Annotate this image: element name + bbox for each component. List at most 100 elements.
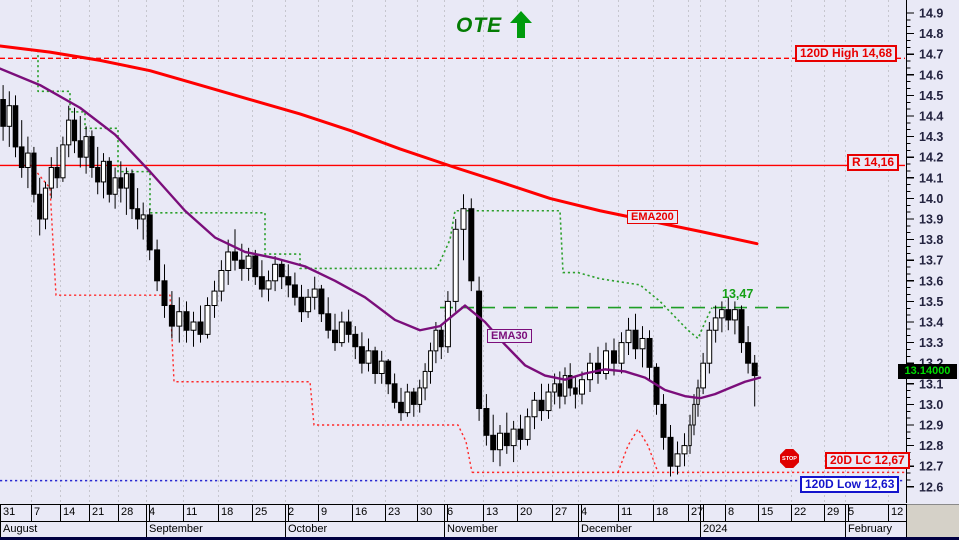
price-tick-label: 13.1	[919, 377, 943, 391]
axis-divider	[906, 505, 907, 521]
axis-divider	[285, 522, 286, 538]
week-label: 30	[420, 506, 433, 518]
price-tick-label: 12.6	[919, 480, 943, 494]
price-tick-label: 14.9	[919, 7, 943, 21]
week-label: 20	[520, 506, 533, 518]
week-label: 23	[388, 506, 401, 518]
axis-divider	[688, 505, 689, 521]
price-tick-label: 12.9	[919, 419, 943, 433]
price-tick-label: 13.9	[919, 213, 943, 227]
last-price-tag: 13.14000	[898, 364, 957, 379]
price-chart-canvas[interactable]: 14.9 14.8 14.7 14.6 14.5 14.4 14.3 14.2 14.1 14.0…	[0, 0, 959, 504]
series-20d-low-channel	[27, 160, 473, 473]
axis-divider	[845, 522, 846, 538]
axis-divider	[146, 522, 147, 538]
axis-divider	[285, 505, 286, 521]
price-tick-label: 14.0	[919, 192, 943, 206]
week-label: 21	[92, 506, 105, 518]
axis-divider	[845, 505, 846, 521]
month-row: August September October November December 20…	[0, 522, 907, 538]
week-label: 4	[149, 506, 156, 518]
axis-divider	[0, 505, 1, 521]
week-label: 16	[355, 506, 368, 518]
week-row: 31 7 14 21 28 4 11 18 25 2 9 16 23 30 6 13 20 27 4 11 18 27 8 1…	[0, 505, 907, 522]
month-label: August	[3, 523, 38, 535]
axis-corner	[907, 504, 959, 538]
axis-divider	[288, 505, 289, 521]
level-label-1347: 13,47	[722, 287, 754, 301]
week-label: 18	[221, 506, 234, 518]
week-label: 29	[827, 506, 840, 518]
axis-divider	[581, 505, 582, 521]
week-label: 7	[34, 506, 41, 518]
axis-divider	[653, 505, 654, 521]
candlestick-series	[0, 85, 758, 477]
week-label: 2	[288, 506, 295, 518]
week-label: 18	[656, 506, 669, 518]
axis-divider	[517, 505, 518, 521]
week-label: 9	[321, 506, 328, 518]
symbol-title: OTE	[456, 14, 503, 37]
axis-divider	[252, 505, 253, 521]
ema200-label[interactable]: EMA200	[627, 210, 678, 224]
series-ema30	[0, 67, 762, 400]
price-tick-label: 12.8	[919, 439, 943, 453]
axis-divider	[0, 522, 1, 538]
month-label: December	[581, 523, 632, 535]
axis-divider	[483, 505, 484, 521]
price-tick-label: 14.5	[919, 89, 943, 103]
axis-divider	[218, 505, 219, 521]
axis-divider	[700, 522, 701, 538]
week-label: 8	[728, 506, 735, 518]
axis-divider	[444, 522, 445, 538]
week-label: 4	[581, 506, 588, 518]
trend-up-arrow-icon	[510, 11, 532, 38]
price-tick-label: 13.3	[919, 336, 943, 350]
price-tick-label: 14.8	[919, 27, 943, 41]
axis-divider	[385, 505, 386, 521]
axis-divider	[183, 505, 184, 521]
stop-order-icon[interactable]: STOP	[780, 449, 799, 468]
price-tick-label: 13.8	[919, 233, 943, 247]
week-label: 27	[555, 506, 568, 518]
week-label: 31	[3, 506, 16, 518]
axis-divider	[60, 505, 61, 521]
series-20d-low-channel-rise	[617, 428, 659, 473]
axis-divider	[758, 505, 759, 521]
axis-divider	[352, 505, 353, 521]
axis-divider	[552, 505, 553, 521]
axis-divider	[146, 505, 147, 521]
axis-divider	[906, 522, 907, 538]
price-tick-label: 13.4	[919, 316, 943, 330]
axis-divider	[848, 505, 849, 521]
axis-divider	[700, 505, 701, 521]
level-label-120d-high[interactable]: 120D High 14,68	[795, 45, 898, 62]
week-label: 12	[891, 506, 904, 518]
price-tick-label: 14.7	[919, 48, 943, 62]
level-label-resistance[interactable]: R 14,16	[847, 154, 900, 171]
level-label-20d-lc[interactable]: 20D LC 12,67	[825, 452, 910, 469]
series-ema200	[0, 44, 759, 246]
axis-divider	[447, 505, 448, 521]
week-label: 6	[447, 506, 454, 518]
price-tick-label: 13.6	[919, 274, 943, 288]
ema30-label[interactable]: EMA30	[487, 329, 532, 343]
price-axis: 14.9 14.8 14.7 14.6 14.5 14.4 14.3 14.2 14.1 14.0…	[905, 0, 943, 503]
axis-divider	[444, 505, 445, 521]
axis-divider	[31, 505, 32, 521]
week-label: 28	[121, 506, 134, 518]
month-label: October	[288, 523, 328, 535]
level-label-120d-low[interactable]: 120D Low 12,63	[800, 476, 900, 493]
bottom-border	[0, 537, 959, 540]
price-tick-label: 14.6	[919, 68, 943, 82]
week-label: 14	[63, 506, 76, 518]
channel-series	[27, 50, 713, 473]
axis-divider	[824, 505, 825, 521]
price-tick-label: 13.0	[919, 398, 943, 412]
month-label: 2024	[703, 523, 728, 535]
week-label: 25	[255, 506, 268, 518]
date-axis: 31 7 14 21 28 4 11 18 25 2 9 16 23 30 6 13 20 27 4 11 18 27 8 1…	[0, 504, 907, 538]
axis-divider	[791, 505, 792, 521]
week-label: 5	[848, 506, 855, 518]
